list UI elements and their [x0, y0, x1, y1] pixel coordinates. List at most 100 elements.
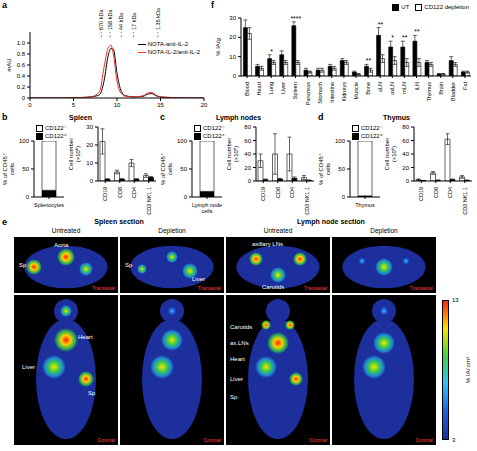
svg-text:**: ** [402, 34, 408, 41]
svg-text:670 kDa: 670 kDa [98, 9, 104, 30]
svg-text:Liver: Liver [280, 82, 286, 94]
svg-text:CD19: CD19 [260, 187, 266, 201]
svg-text:Coronal: Coronal [309, 437, 327, 443]
svg-text:Brain: Brain [438, 82, 444, 95]
svg-text:Heart: Heart [256, 82, 262, 96]
svg-text:CD8: CD8 [117, 187, 123, 198]
svg-text:CD19: CD19 [418, 187, 424, 201]
svg-text:Sp: Sp [19, 262, 27, 268]
svg-text:10: 10 [114, 102, 121, 108]
svg-text:CD19: CD19 [102, 187, 108, 201]
svg-text:Muscle: Muscle [353, 82, 359, 99]
svg-text:CD4: CD4 [289, 187, 295, 198]
svg-text:20: 20 [402, 165, 409, 171]
svg-text:0.8: 0.8 [17, 51, 26, 57]
svg-text:Coronal: Coronal [97, 437, 115, 443]
svg-text:CD3 NK1.1: CD3 NK1.1 [304, 187, 310, 215]
svg-text:**: ** [378, 21, 384, 28]
svg-text:0: 0 [26, 194, 30, 200]
svg-text:aLN: aLN [377, 82, 383, 92]
svg-text:Kidneys: Kidneys [341, 82, 347, 102]
svg-text:15: 15 [157, 102, 164, 108]
svg-text:40: 40 [402, 151, 409, 157]
svg-text:80: 80 [244, 124, 251, 130]
svg-text:Fat: Fat [462, 82, 468, 90]
svg-text:****: **** [290, 15, 301, 22]
svg-text:1.35 kDa: 1.35 kDa [155, 7, 161, 30]
svg-text:Thymus: Thymus [426, 82, 432, 102]
svg-text:0: 0 [342, 194, 346, 200]
svg-text:Splenocytes: Splenocytes [34, 202, 64, 208]
svg-text:40: 40 [244, 151, 251, 157]
svg-text:mLN: mLN [401, 82, 407, 94]
svg-text:Coronal: Coronal [203, 437, 221, 443]
svg-text:0: 0 [248, 178, 252, 184]
svg-text:0: 0 [28, 102, 32, 108]
svg-text:axillary LNs: axillary LNs [252, 241, 283, 247]
svg-text:0: 0 [233, 73, 237, 79]
svg-text:10: 10 [229, 54, 236, 60]
svg-text:axLN: axLN [389, 82, 395, 95]
svg-text:100: 100 [335, 138, 346, 144]
svg-text:20: 20 [244, 165, 251, 171]
svg-text:20: 20 [201, 102, 208, 108]
svg-text:*: * [270, 48, 273, 55]
svg-text:Bone: Bone [365, 82, 371, 95]
svg-text:0.6: 0.6 [17, 62, 26, 68]
svg-text:17 kDa: 17 kDa [131, 12, 137, 30]
svg-text:20: 20 [86, 142, 93, 148]
svg-text:80: 80 [402, 124, 409, 130]
svg-text:CD8: CD8 [275, 187, 281, 198]
svg-text:60: 60 [402, 138, 409, 144]
svg-text:Transaxial: Transaxial [410, 285, 433, 291]
svg-text:44 kDa: 44 kDa [118, 12, 124, 30]
svg-text:0: 0 [184, 194, 188, 200]
svg-text:Bladder: Bladder [450, 82, 456, 101]
svg-text:60: 60 [244, 138, 251, 144]
svg-text:Transaxial: Transaxial [304, 285, 327, 291]
svg-text:158 kDa: 158 kDa [107, 9, 113, 30]
svg-text:Heart: Heart [230, 356, 245, 362]
svg-text:CD8: CD8 [433, 187, 439, 198]
svg-text:Stomach: Stomach [317, 82, 323, 104]
svg-text:Lymph nodecells: Lymph nodecells [192, 202, 222, 214]
svg-text:*: * [391, 34, 394, 41]
svg-text:50: 50 [22, 166, 29, 172]
svg-text:Transaxial: Transaxial [198, 285, 221, 291]
svg-text:ax.LNs: ax.LNs [230, 340, 249, 346]
svg-text:100: 100 [177, 138, 188, 144]
svg-text:0.4: 0.4 [17, 73, 26, 79]
svg-text:0: 0 [22, 95, 26, 101]
svg-text:0: 0 [406, 178, 410, 184]
svg-text:Transaxial: Transaxial [92, 285, 115, 291]
svg-text:CD4: CD4 [447, 187, 453, 198]
svg-text:0: 0 [90, 178, 94, 184]
svg-text:50: 50 [180, 166, 187, 172]
svg-text:**: ** [366, 57, 372, 64]
svg-text:Aorta: Aorta [54, 242, 69, 248]
svg-text:Carotids: Carotids [230, 324, 252, 330]
svg-text:50: 50 [338, 166, 345, 172]
svg-text:30: 30 [86, 124, 93, 130]
svg-text:Sp: Sp [88, 390, 96, 396]
svg-text:**: ** [414, 28, 420, 35]
svg-text:Coronal: Coronal [415, 437, 433, 443]
svg-text:CD3 NK1.1: CD3 NK1.1 [146, 187, 152, 215]
svg-text:Liver: Liver [192, 276, 205, 282]
svg-text:Heart: Heart [78, 334, 93, 340]
svg-text:CD3 NK1.1: CD3 NK1.1 [462, 187, 468, 215]
svg-text:iLN: iLN [414, 82, 420, 90]
svg-text:5: 5 [72, 102, 76, 108]
svg-text:Liver: Liver [230, 376, 243, 382]
svg-text:CD4: CD4 [131, 187, 137, 198]
svg-text:100: 100 [19, 138, 30, 144]
svg-text:Blood: Blood [244, 82, 250, 96]
svg-text:Lung: Lung [268, 82, 274, 94]
svg-text:Sp: Sp [125, 262, 133, 268]
svg-text:Intestine: Intestine [329, 82, 335, 103]
svg-text:Carotids: Carotids [262, 284, 284, 290]
svg-text:Liver: Liver [22, 364, 35, 370]
svg-text:Spleen: Spleen [292, 82, 298, 99]
svg-text:Thymus: Thymus [355, 202, 375, 208]
svg-text:Pancreas: Pancreas [305, 82, 311, 105]
